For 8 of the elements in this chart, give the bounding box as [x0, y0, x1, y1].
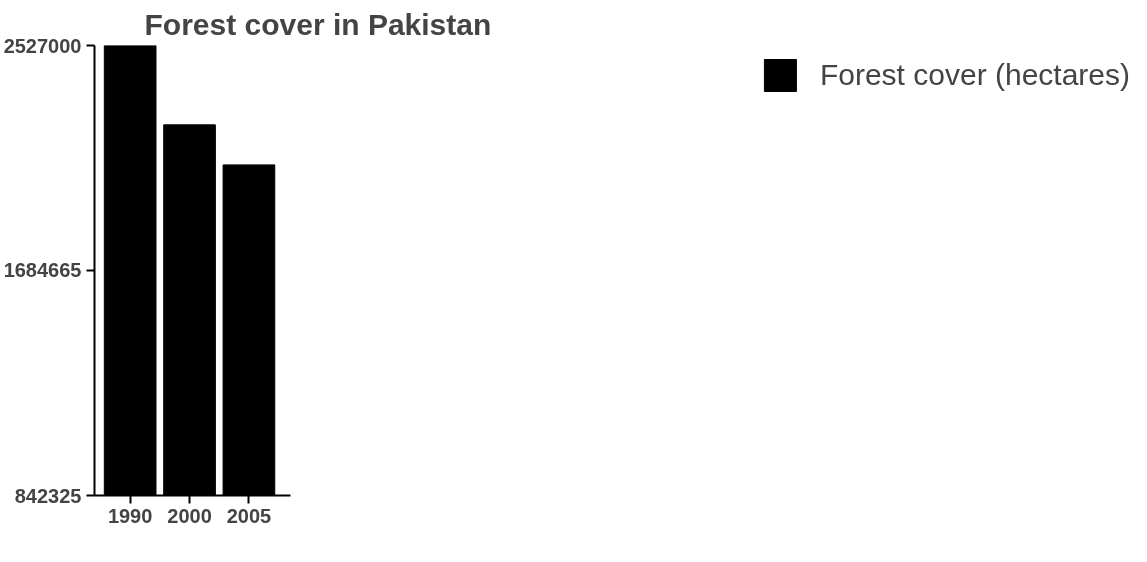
x-tick-label: 1990: [107, 504, 153, 527]
y-tick-label: 842325: [14, 484, 82, 507]
y-tick-label: 2527000: [3, 34, 82, 57]
y-tick-label: 1684665: [3, 259, 82, 282]
x-tick-label: 2000: [167, 504, 212, 527]
chart-title: Forest cover in Pakistan: [144, 7, 492, 41]
x-tick-label: 2005: [226, 504, 272, 527]
legend-label: Forest cover (hectares): [819, 58, 1130, 92]
